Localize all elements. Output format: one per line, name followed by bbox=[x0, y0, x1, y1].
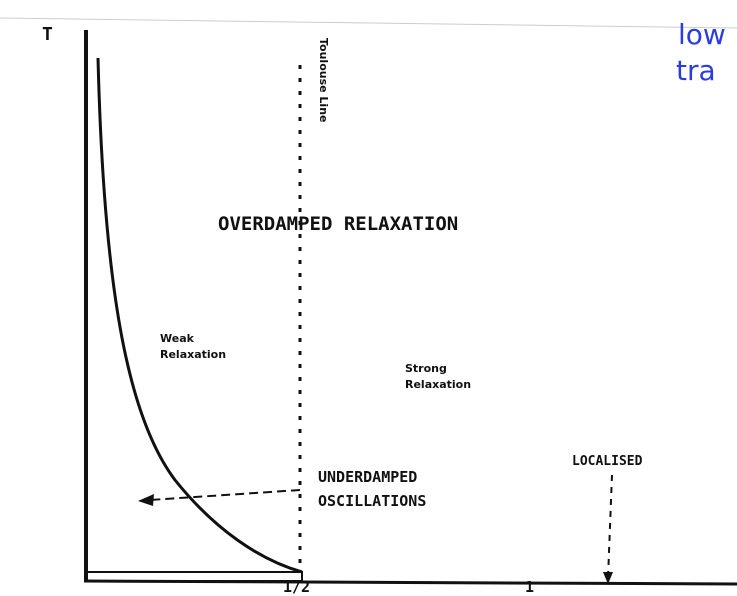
arrow-line bbox=[607, 474, 613, 579]
overlay-text: low bbox=[678, 18, 726, 51]
region-label: Strong bbox=[405, 362, 447, 375]
toulouse-label: Toulouse Line bbox=[317, 38, 330, 123]
x-tick-label: 1 bbox=[525, 578, 534, 596]
x-tick-label: 1/2 bbox=[283, 578, 310, 596]
overlay-text: tra bbox=[676, 54, 716, 87]
region-label: Relaxation bbox=[160, 348, 226, 361]
region-label: Weak bbox=[160, 332, 195, 345]
arrow-line bbox=[149, 489, 301, 501]
scan-edge bbox=[0, 17, 737, 29]
baseline-box bbox=[85, 571, 303, 582]
region-label: OVERDAMPED RELAXATION bbox=[218, 213, 458, 235]
arrow-head bbox=[138, 494, 154, 506]
region-label: Relaxation bbox=[405, 378, 471, 391]
boundary-curve bbox=[96, 57, 303, 574]
arrow-head bbox=[603, 572, 613, 584]
region-label: LOCALISED bbox=[572, 454, 643, 469]
region-label: OSCILLATIONS bbox=[318, 492, 426, 510]
region-label: UNDERDAMPED bbox=[318, 468, 417, 486]
y-axis-label: T bbox=[42, 24, 53, 45]
